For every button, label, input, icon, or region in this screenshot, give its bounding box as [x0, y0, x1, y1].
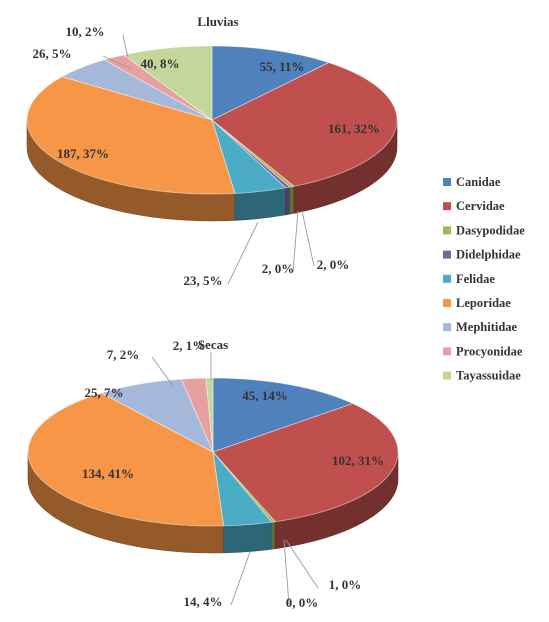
data-labels: 55, 11% 161, 32% 2, 0% 2, 0% 23, 5% 187, 37% 2… [33, 24, 381, 288]
data-label-felidae: 23, 5% [184, 273, 223, 288]
leader-line-dasypodidae [285, 539, 319, 589]
legend-label-didelphidae: Didelphidae [456, 248, 521, 262]
legend-label-procyonidae: Procyonidae [456, 344, 523, 358]
legend-swatch-canidae [443, 178, 451, 186]
data-label-dasypodidae: 1, 0% [329, 577, 362, 592]
leader-line-procyonidae [122, 34, 129, 59]
legend-swatch-felidae [443, 274, 451, 283]
leader-line-didelphidae [283, 539, 290, 606]
legend-label-tayassuidae: Tayassuidae [456, 369, 521, 383]
data-label-dasypodidae: 2, 0% [317, 257, 350, 272]
slice-side-didelphidae [285, 186, 291, 216]
pie-chart-secas: Secas 45, 14% 102, 31% 1, 0% 0, 0% 14, 4% 134… [27, 337, 399, 610]
chart-title: Secas [198, 337, 228, 352]
data-label-leporidae: 187, 37% [57, 146, 109, 161]
legend-swatch-dasypodidae [443, 226, 451, 235]
legend-label-dasypodidae: Dasypodidae [456, 223, 525, 237]
slice-leporidae [27, 392, 225, 527]
leader-line-felidae [227, 221, 259, 285]
slice-canidae [211, 45, 330, 121]
slice-cervidae [212, 403, 399, 523]
legend-label-cervidae: Cervidae [456, 199, 505, 213]
leader-line-didelphidae [292, 210, 299, 273]
data-label-felidae: 14, 4% [184, 594, 223, 609]
data-label-didelphidae: 2, 0% [262, 261, 295, 276]
pie-depth [27, 451, 399, 554]
legend-label-leporidae: Leporidae [456, 296, 511, 310]
leader-line-procyonidae [151, 356, 174, 387]
data-label-mephitidae: 26, 5% [33, 46, 72, 61]
data-label-canidae: 45, 14% [242, 388, 288, 403]
legend-swatch-mephitidae [443, 323, 451, 332]
data-label-mephitidae: 25, 7% [85, 385, 124, 400]
legend-swatch-tayassuidae [443, 371, 451, 380]
slice-side-dasypodidae [289, 185, 295, 215]
chart-title: Lluvias [197, 14, 238, 29]
data-label-tayassuidae: 40, 8% [141, 56, 180, 71]
legend-swatch-cervidae [443, 202, 451, 211]
legend-label-canidae: Canidae [456, 175, 501, 189]
data-label-tayassuidae: 2, 1% [173, 338, 206, 353]
data-label-canidae: 55, 11% [260, 59, 305, 74]
data-label-procyonidae: 7, 2% [107, 347, 140, 362]
slice-leporidae [26, 76, 236, 195]
slice-side-felidae [223, 521, 273, 554]
slice-tayassuidae [205, 377, 214, 453]
slice-canidae [212, 377, 354, 453]
leader-line-felidae [230, 551, 251, 606]
legend-swatch-leporidae [443, 299, 451, 307]
data-label-didelphidae: 0, 0% [286, 595, 319, 610]
leader-line-dasypodidae [301, 210, 315, 267]
slice-side-dasypodidae [271, 521, 276, 550]
data-label-cervidae: 161, 32% [328, 121, 380, 136]
leader-lines [102, 34, 315, 285]
legend-label-mephitidae: Mephitidae [456, 320, 518, 334]
leader-line-mephitidae [102, 55, 131, 69]
slice-tayassuidae [122, 45, 213, 121]
data-label-procyonidae: 10, 2% [66, 24, 105, 39]
legend-swatch-procyonidae [443, 347, 451, 356]
pie-chart-lluvias: Lluvias 55, 11% 161, 32% 2, 0% 2, 0% 23, 5% 1… [26, 14, 398, 288]
data-label-cervidae: 102, 31% [332, 453, 384, 468]
legend-swatch-didelphidae [443, 250, 451, 259]
legend-label-felidae: Felidae [456, 272, 495, 286]
data-label-leporidae: 134, 41% [82, 466, 134, 481]
pie-slices [27, 377, 399, 527]
pie-slices [26, 45, 398, 195]
slice-cervidae [211, 62, 398, 187]
legend: Canidae Cervidae Dasypodidae Didelphidae Fel… [443, 175, 525, 383]
leader-lines [151, 352, 319, 606]
data-labels: 45, 14% 102, 31% 1, 0% 0, 0% 14, 4% 134, 41% 2… [82, 338, 384, 610]
